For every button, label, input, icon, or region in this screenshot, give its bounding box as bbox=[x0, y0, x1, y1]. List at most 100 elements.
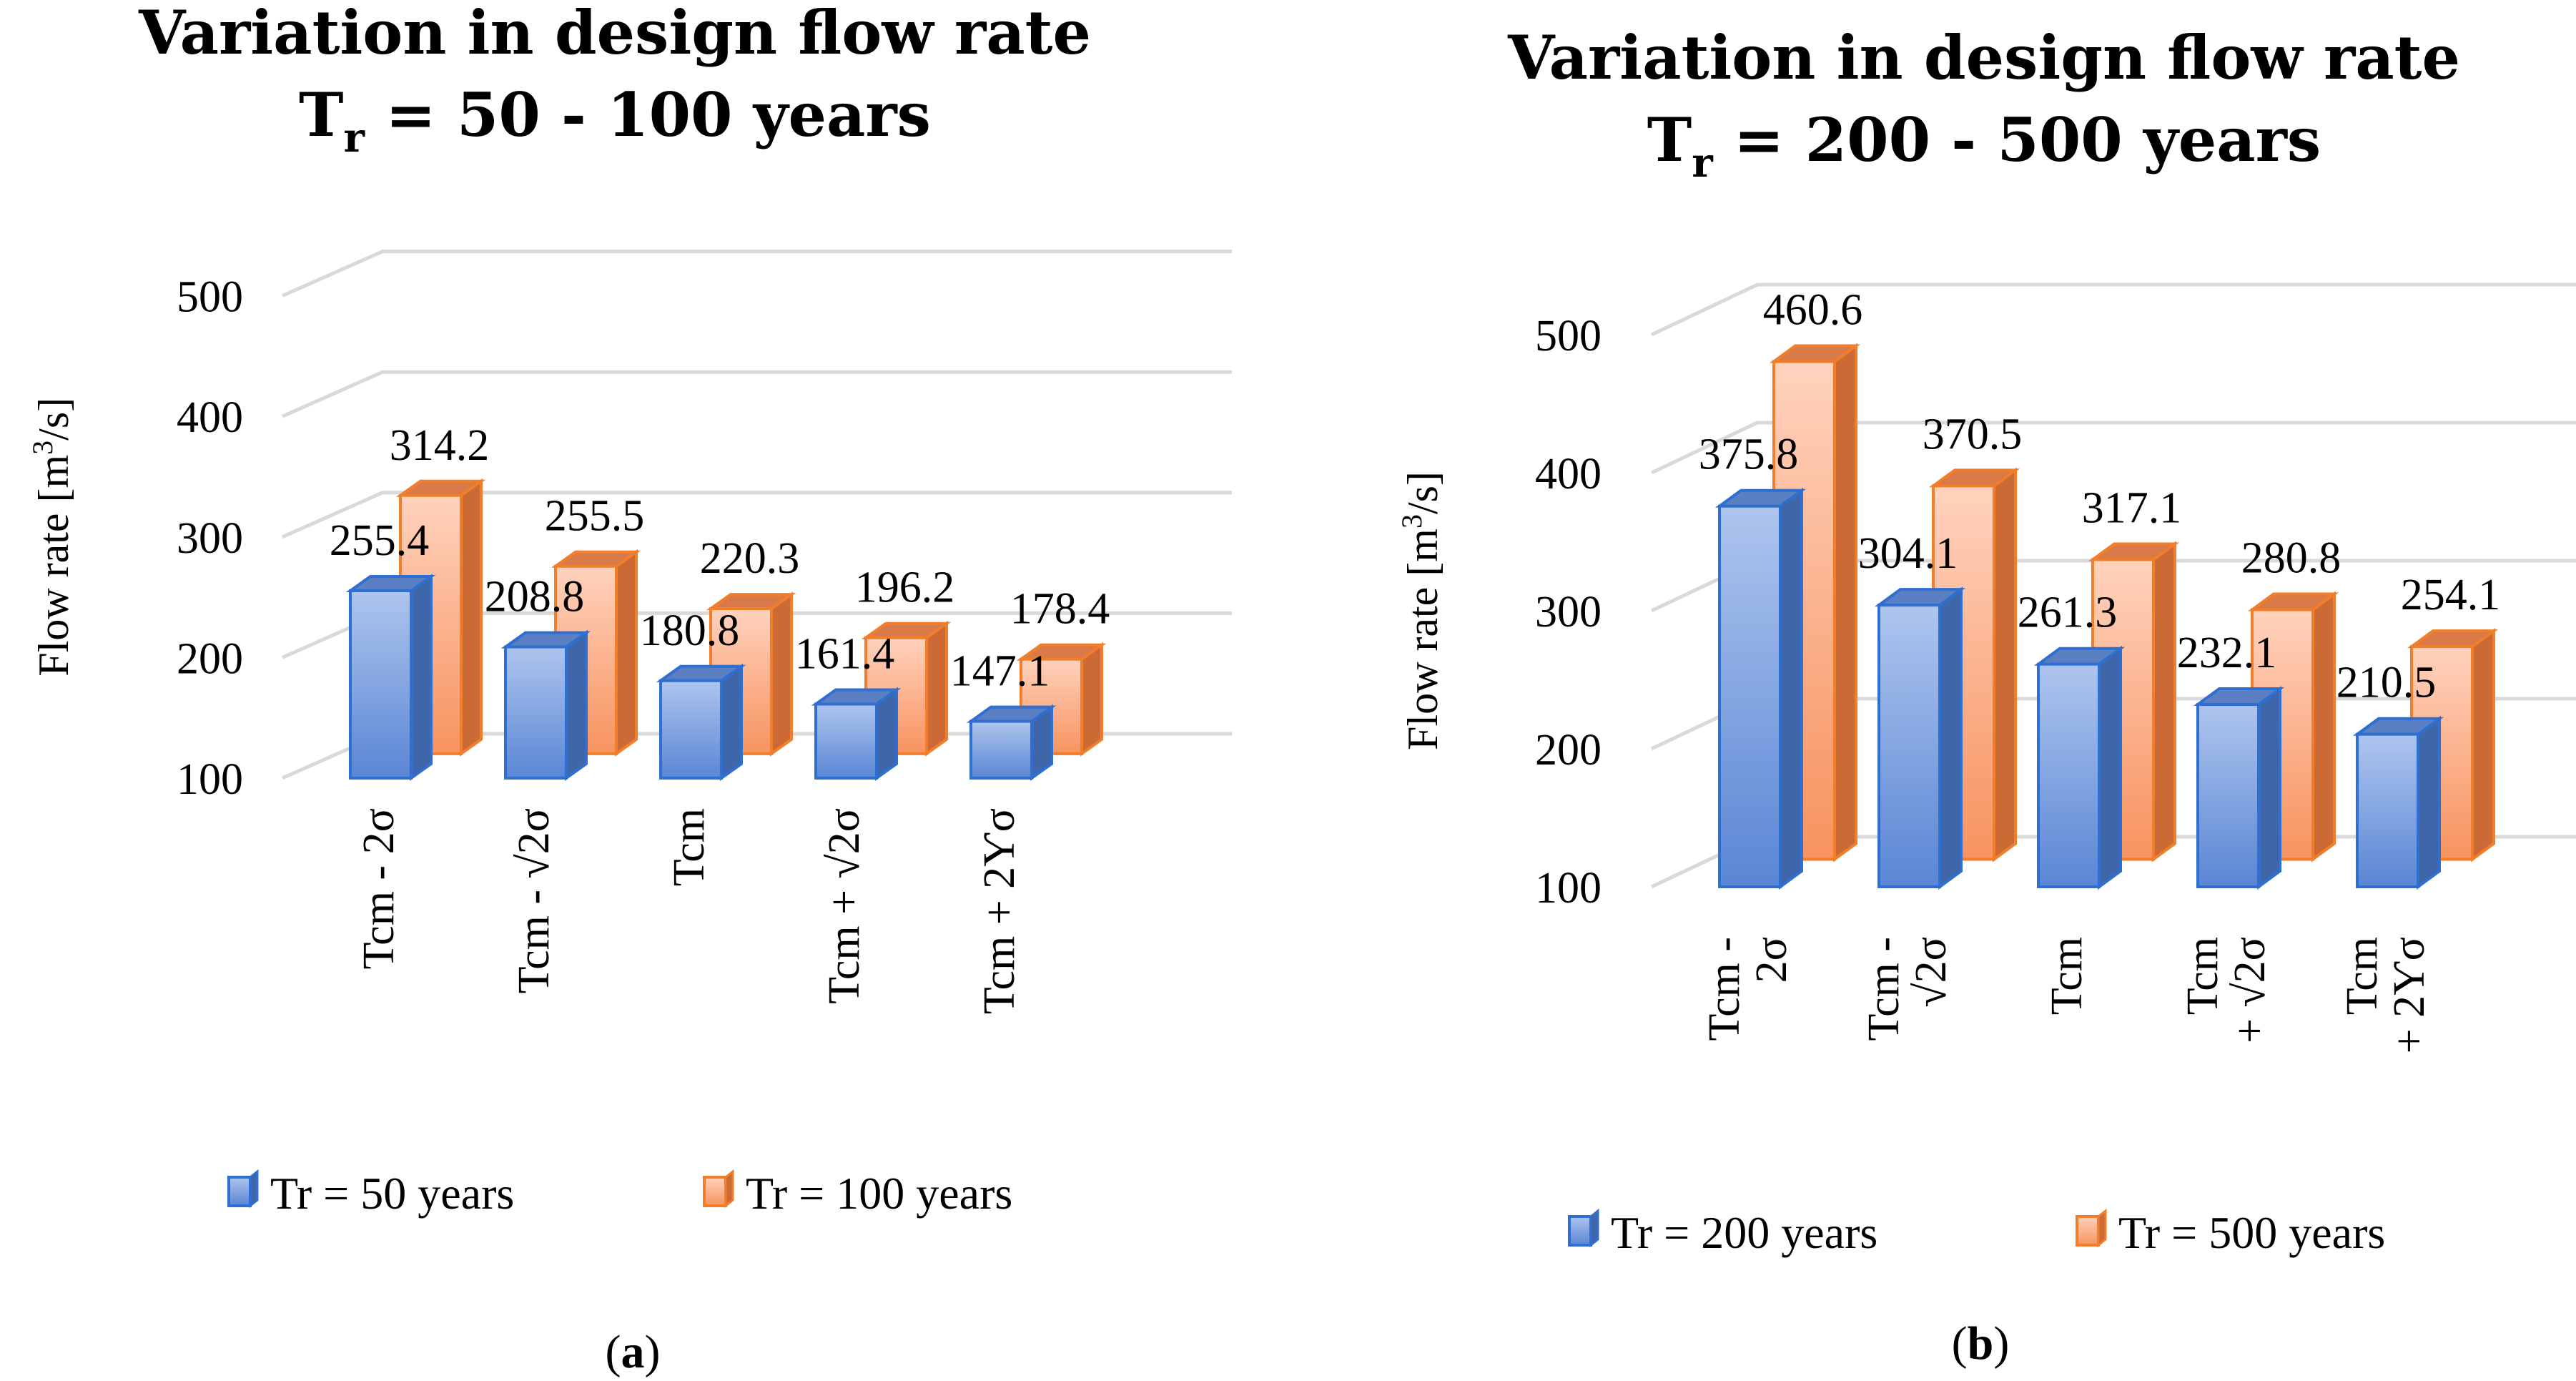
y-tick-label: 300 bbox=[1535, 588, 1602, 637]
legend-swatch bbox=[227, 1176, 252, 1207]
y-tick-label: 200 bbox=[177, 634, 243, 683]
data-label: 317.1 bbox=[2082, 483, 2182, 532]
x-tick-label: Tcm -2σ bbox=[1700, 937, 1796, 1041]
x-tick-label-line: + 2Ƴσ bbox=[2385, 937, 2434, 1053]
bar-side-face bbox=[2098, 645, 2122, 890]
data-label: 196.2 bbox=[855, 564, 955, 612]
bar-side-face bbox=[1993, 467, 2017, 862]
bar-front-face bbox=[2037, 662, 2101, 888]
bar-series-1 bbox=[811, 687, 902, 781]
panel-paren: ) bbox=[645, 1326, 661, 1378]
bar-side-face bbox=[925, 620, 948, 757]
data-label: 255.4 bbox=[330, 516, 430, 565]
chart-title-line1: Variation in design flow rate bbox=[1507, 22, 2460, 93]
y-tick-label: 500 bbox=[177, 273, 243, 322]
title-tr-subscript: r bbox=[1692, 139, 1714, 187]
bar-series-1 bbox=[500, 629, 591, 781]
x-tick-label-line: Tcm - 2σ bbox=[355, 808, 403, 969]
x-tick-label: Tcm - 2σ bbox=[355, 808, 403, 969]
bar-series-1 bbox=[2193, 686, 2285, 890]
x-tick-label-line: Tcm + 2Ƴσ bbox=[975, 808, 1024, 1014]
x-tick-label: Tcm + √2σ bbox=[820, 808, 869, 1004]
legend-item-series-2: Tr = 500 years bbox=[2076, 1207, 2385, 1258]
legend-item-series-1: Tr = 200 years bbox=[1568, 1207, 1877, 1258]
x-tick-label-line: Tcm bbox=[665, 808, 714, 886]
panel-paren: ( bbox=[1952, 1317, 1968, 1370]
chart-panel-b: Variation in design flow rate Tr = 200 - … bbox=[1396, 22, 2576, 1370]
x-tick-label-line: Tcm + √2σ bbox=[820, 808, 869, 1004]
x-tick-label-line: Tcm - bbox=[1700, 937, 1749, 1041]
ylabel-text: /s] bbox=[30, 398, 77, 441]
data-label: 210.5 bbox=[2336, 659, 2437, 707]
chart-title-line1: Variation in design flow rate bbox=[138, 0, 1091, 68]
data-label: 280.8 bbox=[2241, 534, 2341, 583]
panel-letter: a bbox=[621, 1326, 645, 1378]
gridline bbox=[281, 491, 1232, 539]
bar-side-face bbox=[1833, 343, 1857, 862]
x-tick-label: Tcm -√2σ bbox=[1860, 937, 1955, 1041]
data-label: 161.4 bbox=[795, 629, 895, 678]
legend-swatch-side bbox=[249, 1169, 259, 1209]
bar-side-face bbox=[2311, 591, 2336, 862]
x-tick-label-line: Tcm - √2σ bbox=[510, 808, 558, 993]
panel-label: (a) bbox=[606, 1326, 661, 1378]
bar-side-face bbox=[2471, 628, 2495, 862]
panel-paren: ( bbox=[606, 1326, 621, 1378]
data-label: 220.3 bbox=[700, 534, 800, 583]
bar-side-face bbox=[1080, 642, 1103, 757]
ylabel-text: Flow rate [m bbox=[30, 455, 77, 677]
x-tick-label-line: Tcm bbox=[2043, 937, 2091, 1015]
bar-front-face bbox=[2356, 732, 2419, 888]
y-tick-label: 100 bbox=[1535, 864, 1602, 913]
y-tick-label: 400 bbox=[1535, 450, 1602, 498]
gridline bbox=[281, 370, 1232, 418]
data-label: 208.8 bbox=[485, 573, 585, 621]
bar-side-face bbox=[770, 591, 793, 757]
title-tr-symbol: T bbox=[1647, 104, 1692, 175]
y-tick-label: 100 bbox=[177, 755, 243, 804]
panel-letter: b bbox=[1968, 1317, 1994, 1370]
bar-front-face bbox=[349, 589, 413, 780]
y-tick-label: 300 bbox=[177, 514, 243, 563]
chart-title-line2: Tr = 200 - 500 years bbox=[1647, 104, 2321, 187]
bar-series-1 bbox=[1874, 586, 1966, 890]
x-tick-label-line: 2σ bbox=[1747, 937, 1796, 983]
bar-series-2 bbox=[551, 549, 641, 757]
bar-side-face bbox=[1938, 586, 1963, 890]
bar-front-face bbox=[1718, 504, 1782, 888]
bar-side-face bbox=[565, 629, 588, 781]
legend-swatch-side bbox=[724, 1169, 734, 1209]
title-tr-subscript: r bbox=[344, 114, 366, 162]
x-tick-label-line: + √2σ bbox=[2226, 937, 2274, 1043]
gridline bbox=[1650, 421, 2576, 475]
bar-side-face bbox=[615, 549, 638, 757]
ylabel-superscript: 3 bbox=[1396, 514, 1428, 529]
bar-series-1 bbox=[966, 704, 1057, 781]
data-label: 180.8 bbox=[640, 606, 740, 655]
data-label: 261.3 bbox=[2018, 589, 2118, 637]
bar-front-face bbox=[504, 645, 568, 780]
gridline bbox=[1650, 282, 2576, 337]
gridline bbox=[281, 250, 1232, 298]
bar-front-face bbox=[814, 702, 878, 780]
bar-side-face bbox=[460, 478, 483, 757]
data-label: 375.8 bbox=[1699, 431, 1799, 479]
chart-panel-a: Variation in design flow rate Tr = 50 - 1… bbox=[26, 0, 1232, 1378]
data-label: 232.1 bbox=[2177, 629, 2277, 677]
bar-side-face bbox=[410, 574, 433, 781]
bar-series-1 bbox=[345, 574, 436, 781]
panel-label: (b) bbox=[1952, 1317, 2010, 1370]
data-label: 460.6 bbox=[1763, 286, 1863, 335]
x-tick-label-line: √2σ bbox=[1907, 937, 1955, 1007]
legend-label: Tr = 100 years bbox=[746, 1168, 1012, 1219]
x-tick-label-line: Tcm bbox=[2178, 937, 2227, 1015]
bar-series-1 bbox=[1714, 487, 1807, 890]
y-tick-label: 200 bbox=[1535, 726, 1602, 775]
data-label: 314.2 bbox=[390, 421, 490, 470]
legend-swatch-side bbox=[2097, 1208, 2107, 1248]
chart-title-line2: Tr = 50 - 100 years bbox=[299, 79, 931, 162]
x-tick-label: Tcm bbox=[2043, 937, 2091, 1015]
bar-side-face bbox=[2257, 686, 2281, 890]
panel-paren: ) bbox=[1993, 1317, 2009, 1370]
